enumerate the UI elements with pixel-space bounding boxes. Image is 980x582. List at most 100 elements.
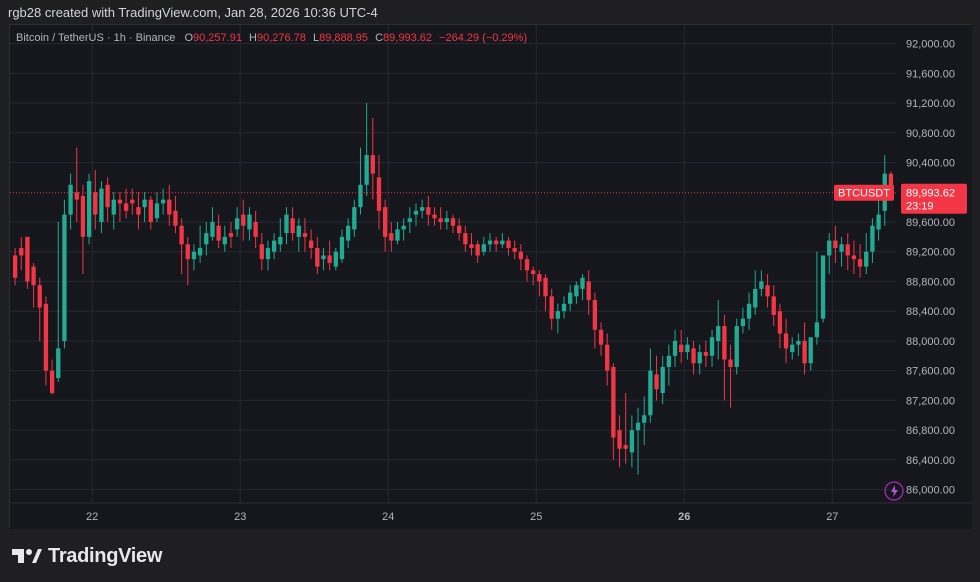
candle	[345, 218, 351, 249]
candle	[376, 155, 382, 230]
candle-body	[740, 318, 746, 327]
candle	[753, 270, 758, 315]
candle-body	[543, 277, 548, 297]
ticker-tag-text: BTCUSDT	[838, 188, 890, 200]
candle-body	[241, 214, 246, 226]
candle	[697, 344, 702, 375]
candle	[611, 363, 616, 460]
candle-body	[62, 214, 67, 341]
candle	[117, 192, 123, 222]
candle	[629, 415, 635, 468]
attribution-text: rgb28 created with TradingView.com, Jan …	[8, 5, 378, 20]
change-value: −264.29 (−0.29%)	[439, 32, 528, 44]
x-tick-label: 25	[530, 511, 542, 523]
candle	[827, 233, 832, 275]
candle	[389, 221, 394, 252]
x-tick-label: 26	[678, 511, 690, 523]
candle	[790, 337, 795, 360]
candle	[413, 203, 419, 226]
candle-body	[253, 221, 258, 237]
candle-body	[685, 344, 690, 353]
candle-body	[457, 225, 462, 234]
ticker-tag	[834, 184, 894, 201]
candle-body	[494, 240, 499, 245]
candle	[759, 270, 764, 297]
candle	[296, 218, 301, 252]
candle	[136, 192, 141, 230]
candle-body	[185, 244, 190, 260]
candle-body	[864, 251, 869, 267]
candle	[43, 296, 49, 386]
candle-body	[234, 218, 240, 230]
y-tick-label: 86,000.00	[906, 485, 955, 497]
candle	[12, 248, 18, 286]
lightning-icon	[884, 481, 904, 501]
high-value: 90,276.78	[256, 32, 306, 44]
candle-body	[420, 207, 425, 211]
candle	[463, 225, 468, 252]
candle	[438, 207, 443, 230]
candle	[549, 288, 554, 330]
candle	[833, 225, 838, 263]
candle	[506, 236, 511, 256]
candle	[555, 303, 561, 334]
candle-body	[802, 340, 807, 364]
candle-body	[93, 192, 98, 215]
symbol-label[interactable]: Bitcoin / TetherUS · 1h · Binance	[16, 32, 176, 44]
tradingview-logo[interactable]: TradingView	[12, 543, 162, 569]
candle	[765, 274, 770, 308]
candle-body	[839, 244, 844, 252]
y-tick-label: 92,000.00	[906, 39, 955, 51]
candlestick-chart[interactable]: 92,000.00 91,600.00 91,200.00 90,800.00 90,4…	[10, 25, 972, 529]
candle	[642, 396, 647, 446]
tradingview-logo-icon	[12, 549, 42, 563]
candle	[333, 248, 338, 271]
candle	[512, 240, 517, 260]
candle-body	[345, 225, 351, 241]
candle-body	[765, 285, 770, 297]
candle-body	[672, 340, 678, 356]
y-tick-label: 89,600.00	[906, 217, 955, 229]
candle-body	[580, 277, 585, 289]
candle-body	[598, 329, 604, 345]
candle-body	[691, 348, 696, 364]
low-label: L	[312, 32, 320, 44]
candle-body	[790, 344, 795, 353]
candle	[259, 233, 264, 271]
candle-body	[117, 199, 123, 204]
candle	[123, 188, 129, 219]
candle	[857, 244, 863, 278]
candle	[586, 270, 591, 315]
candle-body	[746, 303, 752, 319]
candle	[808, 337, 813, 371]
high-label: H	[249, 32, 257, 44]
candle-body	[210, 221, 215, 237]
candle	[302, 218, 308, 252]
candle-body	[382, 207, 388, 237]
candle-body	[49, 370, 55, 393]
candle	[395, 221, 400, 245]
y-tick-label: 87,600.00	[906, 366, 955, 378]
y-tick-label: 86,400.00	[906, 455, 955, 467]
candle	[691, 340, 696, 375]
candle-body	[37, 285, 42, 308]
candle	[746, 292, 752, 330]
candle-body	[845, 244, 850, 256]
candle-body	[80, 195, 86, 237]
candle-body	[105, 184, 110, 208]
candle-body	[833, 240, 838, 249]
candle	[197, 225, 203, 263]
candle	[278, 218, 283, 252]
candle-body	[191, 251, 197, 260]
candle-body	[444, 218, 449, 222]
y-tick-label: 91,600.00	[906, 68, 955, 80]
candle	[173, 195, 178, 234]
x-tick-label: 22	[86, 511, 98, 523]
candle-body	[395, 229, 400, 241]
chart-panel[interactable]: 92,000.00 91,600.00 91,200.00 90,800.00 90,4…	[9, 24, 972, 529]
candle-body	[290, 218, 295, 234]
candle-body	[321, 255, 326, 260]
x-tick-label: 27	[826, 511, 838, 523]
candle-body	[197, 248, 203, 256]
candle	[728, 344, 733, 408]
